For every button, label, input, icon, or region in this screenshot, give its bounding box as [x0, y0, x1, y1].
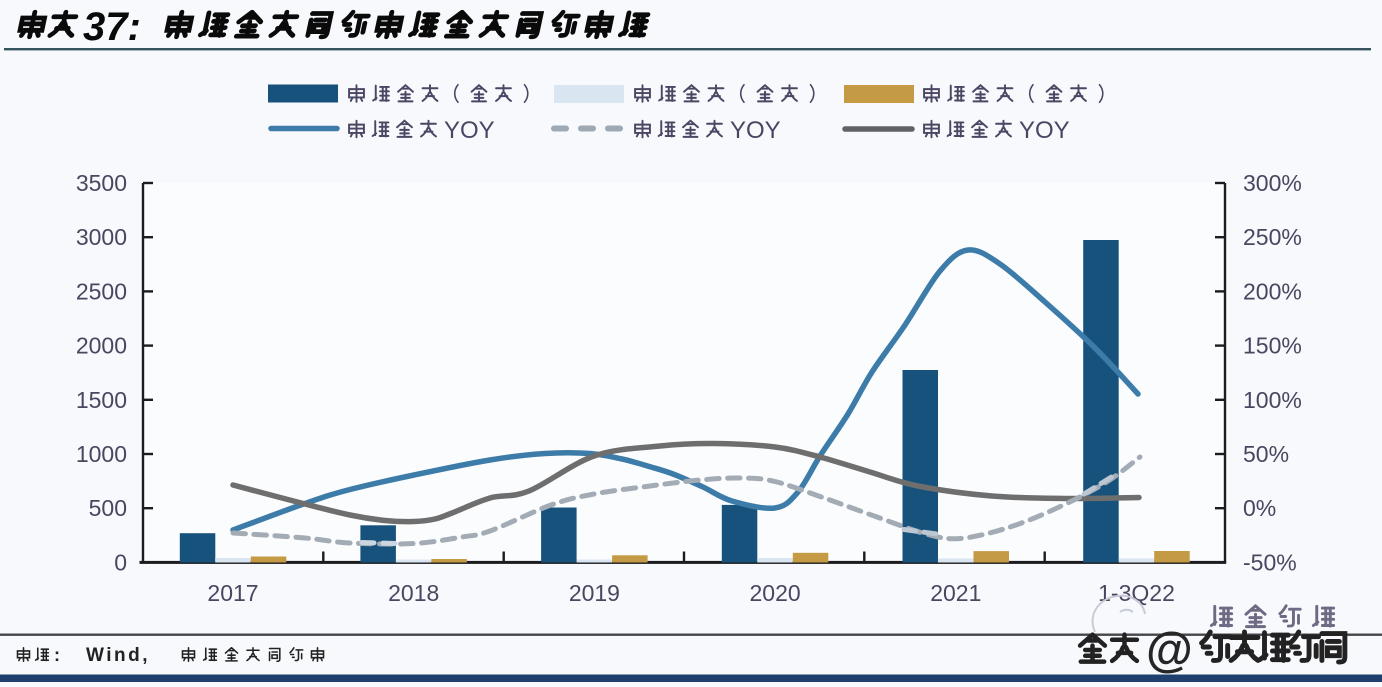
- svg-text:-50%: -50%: [1243, 549, 1297, 575]
- svg-text:2000: 2000: [76, 333, 127, 359]
- svg-text:200%: 200%: [1243, 278, 1302, 304]
- svg-text:YOY: YOY: [730, 117, 781, 144]
- svg-text:2500: 2500: [76, 278, 127, 304]
- svg-text:2021: 2021: [930, 580, 981, 606]
- svg-text:YOY: YOY: [444, 117, 495, 144]
- svg-text:2019: 2019: [569, 580, 620, 606]
- svg-text:1-3Q22: 1-3Q22: [1098, 580, 1175, 606]
- svg-text:150%: 150%: [1243, 333, 1302, 359]
- svg-text:0%: 0%: [1243, 495, 1276, 521]
- svg-text:0: 0: [114, 549, 127, 575]
- svg-text::: :: [54, 645, 60, 665]
- svg-text:500: 500: [89, 495, 127, 521]
- svg-text:2018: 2018: [388, 580, 439, 606]
- svg-text:1500: 1500: [76, 387, 127, 413]
- svg-text:1000: 1000: [76, 441, 127, 467]
- svg-text:300%: 300%: [1243, 170, 1302, 196]
- svg-text:3000: 3000: [76, 224, 127, 250]
- svg-text:@: @: [1146, 624, 1193, 677]
- svg-text:50%: 50%: [1243, 441, 1289, 467]
- svg-text:Wind,: Wind,: [86, 645, 150, 666]
- svg-text:2020: 2020: [750, 580, 801, 606]
- svg-text:3500: 3500: [76, 170, 127, 196]
- svg-text:250%: 250%: [1243, 224, 1302, 250]
- svg-text:37:: 37:: [83, 5, 141, 49]
- svg-text:2017: 2017: [207, 580, 258, 606]
- svg-text:YOY: YOY: [1019, 117, 1070, 144]
- svg-text:100%: 100%: [1243, 387, 1302, 413]
